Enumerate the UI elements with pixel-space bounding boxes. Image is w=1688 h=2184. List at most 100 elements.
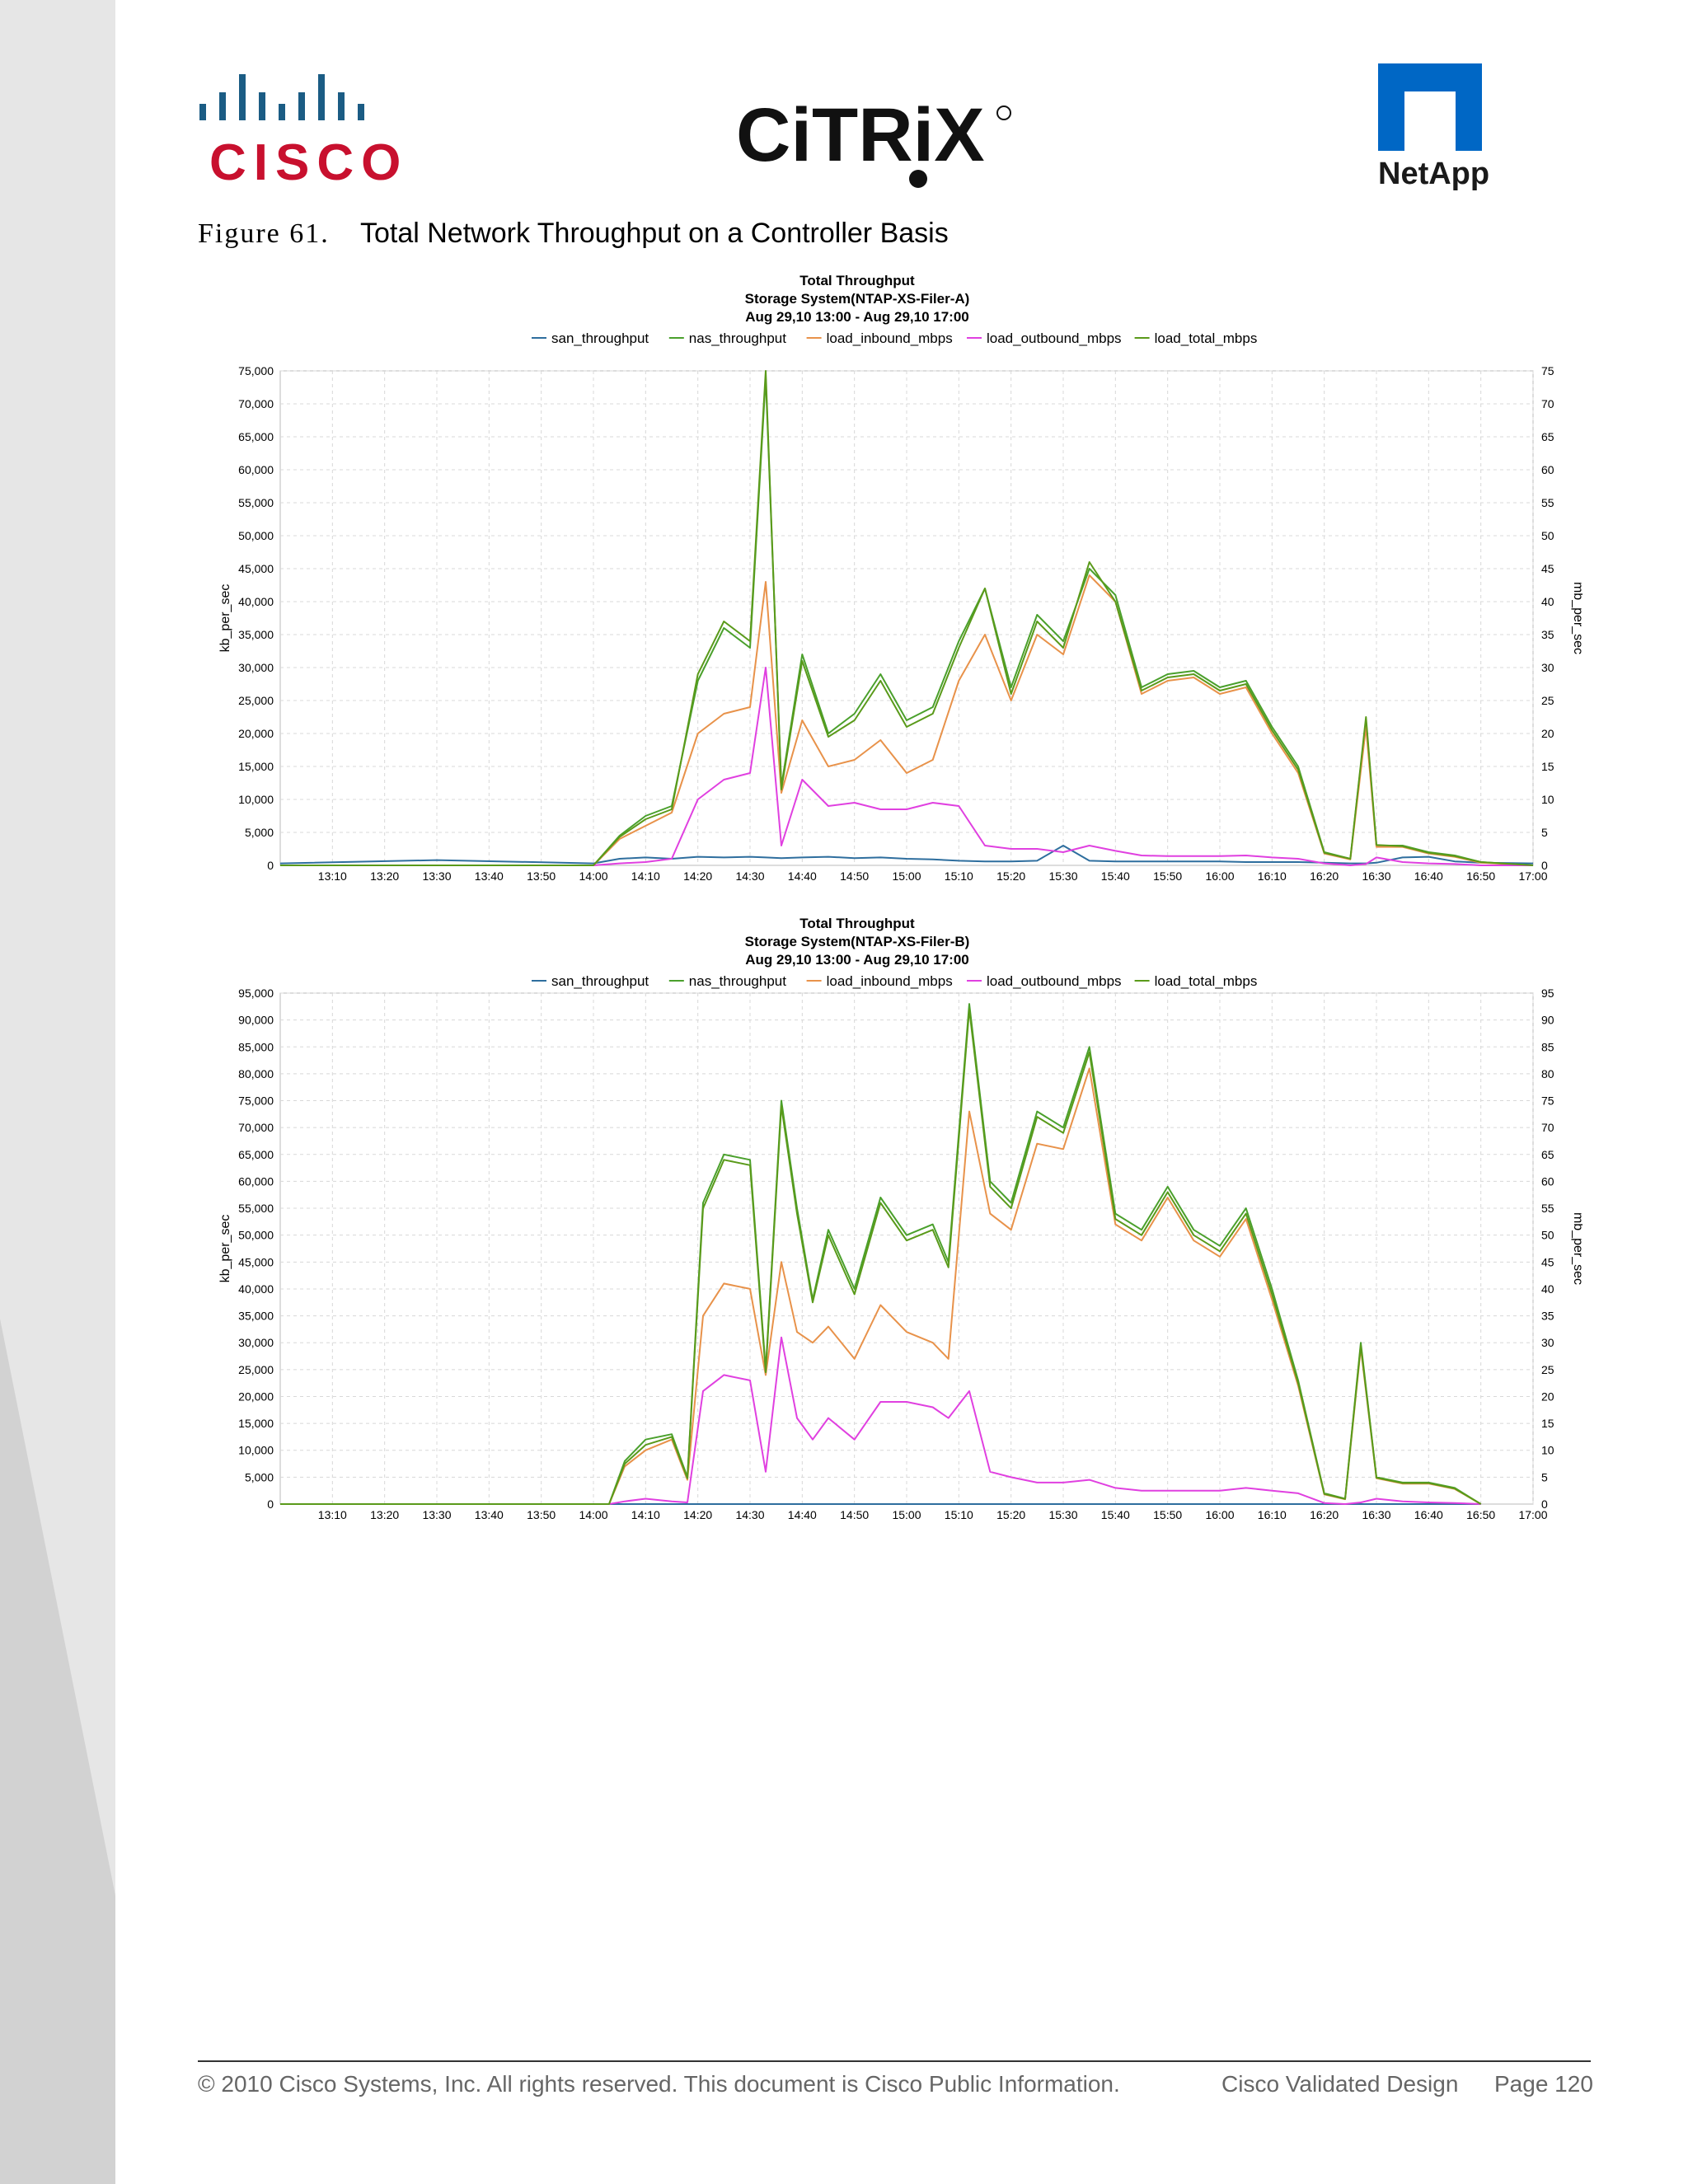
- chart-b-x-tick-label: 16:00: [1205, 1508, 1234, 1521]
- chart-a-y2-tick-label: 5: [1541, 826, 1548, 839]
- chart-a-x-tick-label: 13:50: [527, 869, 556, 883]
- chart-b-y-tick-label: 75,000: [238, 1094, 274, 1108]
- chart-b-y-tick-label: 5,000: [245, 1470, 274, 1483]
- chart-a-x-tick-label: 16:10: [1258, 869, 1287, 883]
- chart-a-x-tick-label: 15:10: [945, 869, 973, 883]
- chart-b-y-tick-label: 0: [267, 1497, 274, 1511]
- chart-b-y-tick-label: 10,000: [238, 1444, 274, 1457]
- chart-b-y2-tick-label: 95: [1541, 987, 1554, 1000]
- chart-a-y-tick-label: 10,000: [238, 793, 274, 806]
- chart-a-x-tick-label: 15:50: [1153, 869, 1182, 883]
- chart-b-y-tick-label: 50,000: [238, 1229, 274, 1242]
- chart-a-y2-tick-label: 0: [1541, 859, 1548, 872]
- chart-b-y2-tick-label: 0: [1541, 1497, 1548, 1511]
- chart-a-y2-tick-label: 35: [1541, 628, 1554, 641]
- chart-b-plot-area: [279, 992, 1534, 1505]
- chart-a-y-axis-label: kb_per_sec: [218, 584, 232, 653]
- footer-cvd: Cisco Validated Design: [1221, 2071, 1459, 2097]
- cisco-wordmark: CISCO: [209, 134, 409, 191]
- chart-b-y-tick-label: 45,000: [238, 1255, 274, 1268]
- chart-b-y2-tick-label: 15: [1541, 1417, 1554, 1430]
- chart-a-x-tick-label: 14:50: [840, 869, 869, 883]
- chart-filer-b: Total Throughput Storage System(NTAP-XS-F…: [214, 907, 1582, 1533]
- chart-a-y-tick-label: 20,000: [238, 727, 274, 740]
- chart-b-legend-label-1: nas_throughput: [689, 973, 786, 989]
- chart-b-legend-label-3: load_outbound_mbps: [987, 973, 1122, 989]
- chart-b-x-tick-label: 13:20: [370, 1508, 399, 1521]
- chart-a-y2-tick-label: 65: [1541, 430, 1554, 443]
- chart-b-y-tick-label: 60,000: [238, 1174, 274, 1188]
- chart-b-x-tick-label: 15:10: [945, 1508, 973, 1521]
- chart-b-x-tick-label: 14:00: [579, 1508, 607, 1521]
- chart-a-y2-tick-label: 55: [1541, 496, 1554, 509]
- chart-b-y-tick-label: 30,000: [238, 1336, 274, 1349]
- chart-a-x-tick-label: 14:10: [631, 869, 660, 883]
- chart-b-y-tick-label: 85,000: [238, 1040, 274, 1053]
- chart-b-y-tick-label: 70,000: [238, 1121, 274, 1134]
- chart-a-y2-tick-label: 70: [1541, 397, 1554, 410]
- chart-b-x-tick-label: 15:30: [1048, 1508, 1077, 1521]
- chart-a-y-tick-label: 15,000: [238, 760, 274, 773]
- chart-a-x-tick-label: 17:00: [1518, 869, 1547, 883]
- chart-a-x-tick-label: 16:40: [1414, 869, 1443, 883]
- sidebar-decoration: [0, 1319, 115, 2184]
- chart-b-x-tick-label: 13:40: [475, 1508, 504, 1521]
- chart-b-y-tick-label: 95,000: [238, 987, 274, 1000]
- chart-b-y-tick-label: 25,000: [238, 1363, 274, 1376]
- chart-b-y2-tick-label: 30: [1541, 1336, 1554, 1349]
- chart-b-x-tick-label: 16:10: [1258, 1508, 1287, 1521]
- chart-a-series-line-load_total_mbps: [280, 370, 1534, 866]
- netapp-logo: [1378, 63, 1482, 151]
- chart-b-x-tick-label: 14:30: [735, 1508, 764, 1521]
- chart-b-x-tick-label: 14:40: [788, 1508, 817, 1521]
- chart-b-series-line-load_total_mbps: [280, 1008, 1482, 1505]
- citrix-wordmark: CiTRiX: [736, 93, 985, 177]
- chart-b-y-tick-label: 80,000: [238, 1067, 274, 1080]
- chart-a-y-tick-label: 35,000: [238, 628, 274, 641]
- chart-b-x-tick-label: 17:00: [1518, 1508, 1547, 1521]
- chart-a-legend-label-2: load_inbound_mbps: [827, 330, 953, 346]
- chart-b-legend-label-4: load_total_mbps: [1155, 973, 1258, 989]
- chart-b-y2-tick-label: 45: [1541, 1255, 1554, 1268]
- chart-a-legend-label-4: load_total_mbps: [1155, 330, 1258, 346]
- chart-b-y2-tick-label: 65: [1541, 1148, 1554, 1161]
- cisco-logo: [199, 74, 364, 120]
- chart-b-x-tick-label: 15:00: [892, 1508, 921, 1521]
- chart-b-y-tick-label: 65,000: [238, 1148, 274, 1161]
- chart-a-x-tick-label: 15:30: [1048, 869, 1077, 883]
- chart-b-y2-tick-label: 40: [1541, 1282, 1554, 1296]
- chart-b-y2-tick-label: 85: [1541, 1040, 1554, 1053]
- chart-a-x-tick-label: 14:20: [683, 869, 712, 883]
- netapp-wordmark: NetApp: [1378, 157, 1490, 191]
- chart-a-x-tick-label: 13:40: [475, 869, 504, 883]
- chart-a-x-tick-label: 16:30: [1362, 869, 1390, 883]
- chart-a-y2-tick-label: 50: [1541, 529, 1554, 542]
- chart-a-x-tick-label: 15:00: [892, 869, 921, 883]
- chart-b-y2-tick-label: 10: [1541, 1444, 1554, 1457]
- chart-b-legend-label-0: san_throughput: [551, 973, 649, 989]
- figure-number: Figure 61.: [198, 218, 330, 249]
- citrix-logo: [909, 105, 1011, 188]
- chart-b-x-tick-label: 13:10: [318, 1508, 347, 1521]
- chart-b-title: Total Throughput: [799, 916, 915, 931]
- chart-a-y-tick-label: 75,000: [238, 364, 274, 377]
- chart-a-subtitle: Storage System(NTAP-XS-Filer-A): [745, 291, 970, 307]
- chart-b-y-tick-label: 15,000: [238, 1417, 274, 1430]
- chart-b-x-tick-label: 15:50: [1153, 1508, 1182, 1521]
- chart-b-y2-tick-label: 80: [1541, 1067, 1554, 1080]
- chart-a-series-line-load_outbound_mbps: [280, 667, 1533, 866]
- chart-filer-a: Total Throughput Storage System(NTAP-XS-F…: [214, 264, 1582, 898]
- chart-b-x-tick-label: 16:30: [1362, 1508, 1390, 1521]
- chart-filer-a-svg: Total Throughput Storage System(NTAP-XS-F…: [218, 273, 1582, 883]
- chart-a-legend-label-1: nas_throughput: [689, 330, 786, 346]
- chart-a-x-tick-label: 16:00: [1205, 869, 1234, 883]
- chart-b-x-tick-label: 15:20: [996, 1508, 1025, 1521]
- chart-a-y-tick-label: 70,000: [238, 397, 274, 410]
- chart-a-x-tick-label: 13:10: [318, 869, 347, 883]
- chart-b-y2-tick-label: 25: [1541, 1363, 1554, 1376]
- chart-b-y2-tick-label: 90: [1541, 1014, 1554, 1027]
- chart-a-x-tick-label: 13:20: [370, 869, 399, 883]
- chart-a-series-line-san_throughput: [279, 845, 1534, 865]
- chart-a-y2-tick-label: 60: [1541, 463, 1554, 476]
- chart-a-x-tick-label: 14:00: [579, 869, 607, 883]
